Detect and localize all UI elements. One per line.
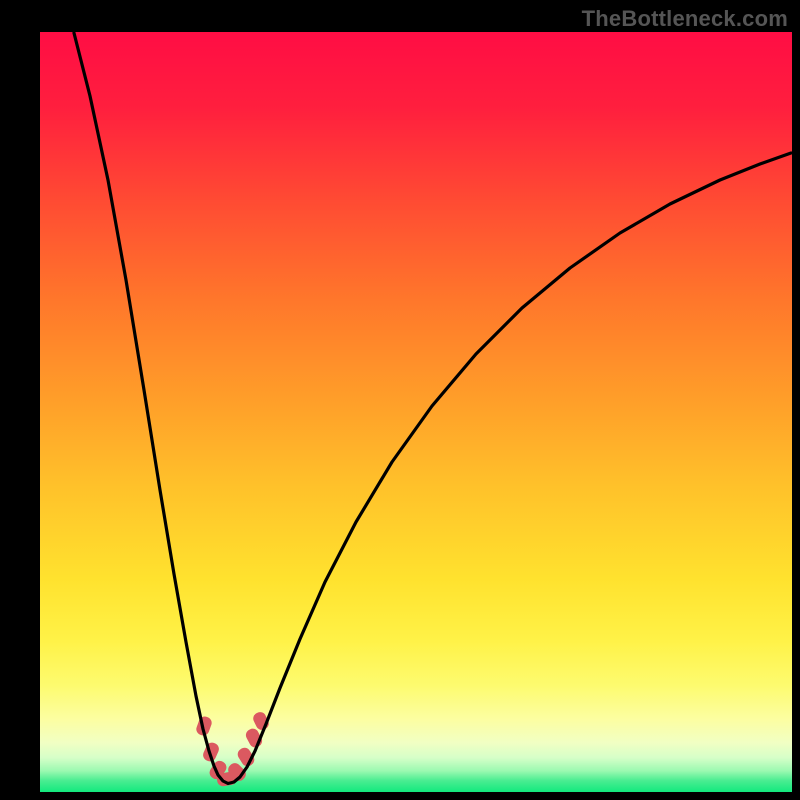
bottleneck-chart <box>0 0 800 800</box>
chart-root: TheBottleneck.com <box>0 0 800 800</box>
plot-background <box>40 32 792 792</box>
watermark-text: TheBottleneck.com <box>582 6 788 32</box>
